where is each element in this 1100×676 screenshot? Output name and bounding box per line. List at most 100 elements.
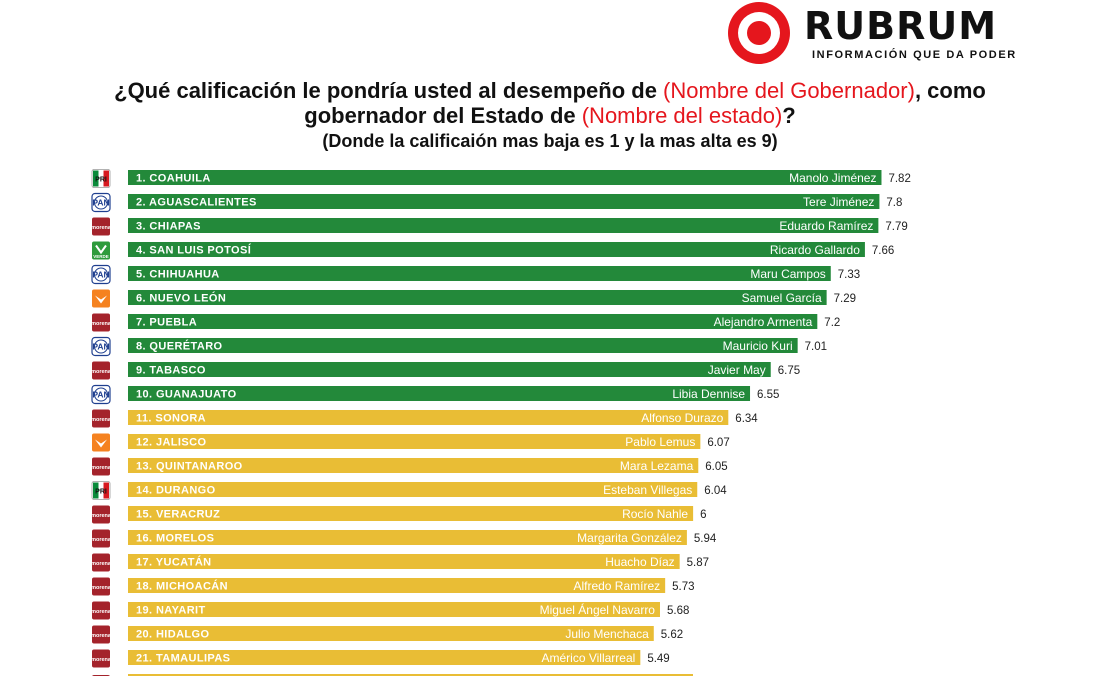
bar xyxy=(128,386,751,401)
party-logo-morena-icon: morena xyxy=(91,625,112,644)
party-logo-pan-icon: PAN xyxy=(91,384,111,405)
state-label: 17. YUCATÁN xyxy=(136,556,212,569)
party-logo-morena-icon: morena xyxy=(91,505,112,524)
party-logo-pri-icon: PRI xyxy=(91,481,111,500)
value-label: 7.66 xyxy=(872,245,894,257)
value-label: 7.29 xyxy=(834,293,856,305)
party-logo-morena-icon: morena xyxy=(91,577,112,596)
svg-text:PRI: PRI xyxy=(95,489,107,496)
question-line-2: gobernador del Estado de (Nombre del est… xyxy=(304,103,796,128)
bar-row: morena 11. SONORA Alfonso Durazo 6.34 xyxy=(91,409,758,428)
governor-name: Rocío Nahle xyxy=(622,507,688,521)
scale-note: (Donde la calificaión mas baja es 1 y la… xyxy=(322,131,778,151)
value-label: 6.34 xyxy=(735,413,758,425)
governor-name: Américo Villarreal xyxy=(542,651,636,665)
bar xyxy=(128,434,701,449)
svg-text:PAN: PAN xyxy=(92,270,109,280)
state-label: 2. AGUASCALIENTES xyxy=(136,197,257,209)
governor-name: Libia Dennise xyxy=(672,387,745,401)
svg-text:morena: morena xyxy=(91,561,112,567)
svg-text:morena: morena xyxy=(91,633,112,639)
governor-name: Miguel Ángel Navarro xyxy=(540,602,656,617)
svg-text:morena: morena xyxy=(91,465,112,471)
bar xyxy=(128,266,831,281)
state-label: 19. NAYARIT xyxy=(136,605,206,617)
bar-row: PAN 2. AGUASCALIENTES Tere Jiménez 7.8 xyxy=(91,192,902,213)
governor-name: Pablo Lemus xyxy=(625,435,695,449)
state-label: 12. JALISCO xyxy=(136,437,206,449)
state-label: 9. TABASCO xyxy=(136,365,206,377)
state-placeholder: (Nombre del estado) xyxy=(581,103,783,128)
state-label: 8. QUERÉTARO xyxy=(136,340,223,353)
state-label: 11. SONORA xyxy=(136,413,206,425)
svg-text:morena: morena xyxy=(91,369,112,375)
bar xyxy=(128,362,771,377)
bar-row: PAN 5. CHIHUAHUA Maru Campos 7.33 xyxy=(91,264,860,285)
party-logo-morena-icon: morena xyxy=(91,649,112,668)
bar xyxy=(128,554,680,569)
party-logo-morena-icon: morena xyxy=(91,601,112,620)
value-label: 7.01 xyxy=(805,341,827,353)
bar-row: PAN 10. GUANAJUATO Libia Dennise 6.55 xyxy=(91,384,779,405)
party-logo-verde-icon: VERDE xyxy=(92,241,110,260)
governor-name: Esteban Villegas xyxy=(603,483,692,497)
bar-row: morena 9. TABASCO Javier May 6.75 xyxy=(91,361,800,380)
bar xyxy=(128,314,818,329)
value-label: 7.8 xyxy=(886,197,902,209)
state-label: 14. DURANGO xyxy=(136,485,216,497)
svg-text:morena: morena xyxy=(91,585,112,591)
svg-text:morena: morena xyxy=(91,609,112,615)
survey-question: ¿Qué calificación le pondría usted al de… xyxy=(0,78,1100,128)
bar xyxy=(128,530,687,545)
bar-row: PRI 14. DURANGO Esteban Villegas 6.04 xyxy=(91,481,727,500)
governor-placeholder: (Nombre del Gobernador) xyxy=(663,78,915,103)
state-label: 7. PUEBLA xyxy=(136,317,197,329)
question-line-1: ¿Qué calificación le pondría usted al de… xyxy=(114,78,986,103)
bar xyxy=(128,458,699,473)
bar xyxy=(128,506,694,521)
svg-text:PAN: PAN xyxy=(92,198,109,208)
bar-row: 12. JALISCO Pablo Lemus 6.07 xyxy=(92,433,730,452)
value-label: 5.62 xyxy=(661,629,683,641)
svg-text:morena: morena xyxy=(91,225,112,231)
party-logo-morena-icon: morena xyxy=(91,409,112,428)
governor-name: Mara Lezama xyxy=(620,459,694,473)
value-label: 7.2 xyxy=(824,317,840,329)
bar-row: morena 15. VERACRUZ Rocío Nahle 6 xyxy=(91,505,707,524)
governor-name: Maru Campos xyxy=(750,267,825,281)
governor-name: Huacho Díaz xyxy=(605,555,674,569)
party-logo-morena-icon: morena xyxy=(91,361,112,380)
party-logo-pan-icon: PAN xyxy=(91,192,111,213)
bar xyxy=(128,218,879,233)
governor-name: Samuel García xyxy=(742,291,822,305)
bar-row: 6. NUEVO LEÓN Samuel García 7.29 xyxy=(92,289,856,308)
svg-text:morena: morena xyxy=(91,321,112,327)
bar-row: morena 20. HIDALGO Julio Menchaca 5.62 xyxy=(91,625,683,644)
bar xyxy=(128,650,641,665)
value-label: 5.87 xyxy=(687,557,709,569)
value-label: 6 xyxy=(700,509,706,521)
rubrum-logo-dot xyxy=(747,21,771,45)
svg-text:morena: morena xyxy=(91,513,112,519)
value-label: 5.49 xyxy=(647,653,669,665)
state-label: 16. MORELOS xyxy=(136,533,214,545)
svg-text:PAN: PAN xyxy=(92,390,109,400)
state-label: 13. QUINTANAROO xyxy=(136,461,243,473)
value-label: 6.75 xyxy=(778,365,800,377)
value-label: 6.07 xyxy=(707,437,729,449)
bar-row: PAN 8. QUERÉTARO Mauricio Kuri 7.01 xyxy=(91,336,827,357)
bar-row: morena 19. NAYARIT Miguel Ángel Navarro 5.6… xyxy=(91,601,689,620)
state-label: 4. SAN LUIS POTOSÍ xyxy=(136,244,252,257)
state-label: 5. CHIHUAHUA xyxy=(136,269,220,281)
bar xyxy=(128,242,865,257)
bar-row: morena 16. MORELOS Margarita González 5.94 xyxy=(91,529,717,548)
state-label: 1. COAHUILA xyxy=(136,173,211,185)
state-label: 3. CHIAPAS xyxy=(136,221,201,233)
bar-partial xyxy=(128,674,693,676)
value-label: 6.04 xyxy=(704,485,727,497)
governor-name: Tere Jiménez xyxy=(803,195,874,209)
bar xyxy=(128,482,698,497)
value-label: 7.82 xyxy=(888,173,910,185)
governor-name: Mauricio Kuri xyxy=(723,339,793,353)
